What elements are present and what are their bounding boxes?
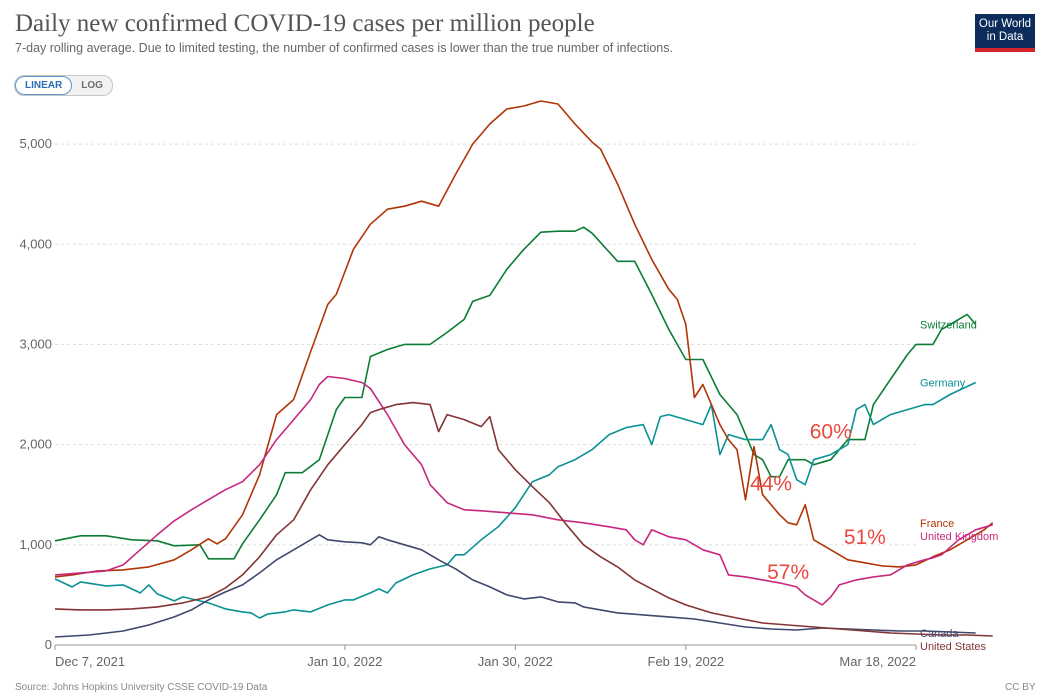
chart-subtitle: 7-day rolling average. Due to limited te… [15, 41, 673, 55]
series-line-france [54, 100, 994, 578]
percent-annotation: 57% [767, 561, 809, 584]
series-label-united-states: United States [920, 641, 987, 653]
y-tick-label: 1,000 [19, 537, 52, 552]
owid-logo[interactable]: Our World in Data [975, 14, 1035, 52]
percent-annotation: 60% [810, 421, 852, 444]
x-tick-label: Feb 19, 2022 [648, 654, 725, 669]
series-label-france: France [920, 518, 954, 530]
x-tick-label: Mar 18, 2022 [839, 654, 916, 669]
y-tick-label: 3,000 [19, 336, 52, 351]
series-label-canada: Canada [920, 628, 959, 640]
series-label-switzerland: Switzerland [920, 319, 977, 331]
logo-line-1: Our World [978, 18, 1032, 30]
series-label-germany: Germany [920, 378, 966, 390]
y-tick-label: 4,000 [19, 236, 52, 251]
percent-annotation: 44% [750, 473, 792, 496]
linear-scale-button[interactable]: LINEAR [15, 76, 73, 95]
license-link[interactable]: CC BY [1005, 682, 1036, 693]
scale-toggle[interactable]: LINEAR LOG [14, 75, 113, 96]
series-line-switzerland [54, 226, 977, 560]
series-label-united-kingdom: United Kingdom [920, 531, 998, 543]
series-line-germany [54, 381, 977, 619]
source-note[interactable]: Source: Johns Hopkins University CSSE CO… [15, 682, 268, 693]
x-tick-label: Dec 7, 2021 [55, 654, 125, 669]
logo-line-2: in Data [986, 31, 1024, 43]
percent-annotation: 51% [844, 526, 886, 549]
series-line-canada [54, 534, 976, 638]
y-tick-label: 2,000 [19, 437, 52, 452]
series-line-united-states [54, 401, 993, 637]
series-line-united-kingdom [54, 375, 993, 606]
x-tick-label: Jan 10, 2022 [307, 654, 382, 669]
log-scale-button[interactable]: LOG [81, 80, 103, 91]
y-tick-label: 5,000 [19, 136, 52, 151]
y-tick-label: 0 [45, 637, 52, 652]
x-tick-label: Jan 30, 2022 [478, 654, 553, 669]
chart-title: Daily new confirmed COVID-19 cases per m… [15, 10, 595, 37]
